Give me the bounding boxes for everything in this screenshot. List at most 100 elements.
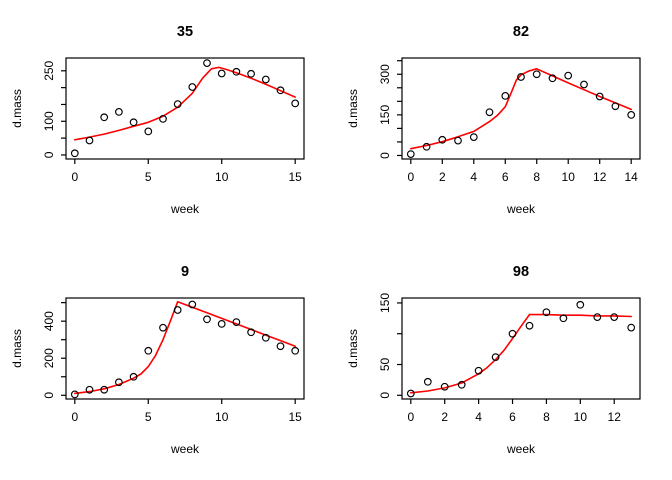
plot-title: 98 [513, 264, 529, 280]
plot-panel-top-left: 35 0 5 10 15 0 100 250 week d.mass [0, 0, 336, 240]
plot-panel-top-right: 82 0 2 4 6 8 10 12 14 0 150 300 week d.mass [336, 0, 672, 240]
x-tick-label: 6 [502, 170, 509, 184]
y-tick-label: 150 [378, 105, 392, 125]
data-point [115, 108, 123, 116]
data-point [159, 115, 167, 123]
data-point [593, 313, 602, 321]
data-point [144, 127, 153, 136]
data-point [491, 353, 500, 361]
x-axis-label: week [506, 442, 536, 456]
data-point [85, 385, 94, 394]
y-tick-label: 200 [42, 348, 56, 368]
data-point [173, 100, 182, 108]
x-tick-label: 4 [475, 410, 482, 424]
data-point [611, 102, 620, 111]
x-tick-label: 5 [145, 410, 152, 424]
data-point [291, 346, 300, 355]
data-point [517, 73, 525, 81]
data-point [291, 99, 300, 108]
data-point [627, 111, 636, 119]
x-tick-label: 10 [215, 170, 229, 184]
data-point [100, 385, 109, 394]
data-point [247, 69, 255, 78]
y-tick-label: 50 [378, 358, 392, 372]
y-tick-label: 0 [378, 152, 392, 159]
x-tick-label: 12 [608, 410, 622, 424]
plot-box [401, 297, 641, 400]
data-point [576, 300, 585, 309]
data-point [423, 377, 432, 386]
fit-line [410, 313, 633, 394]
x-tick-label: 15 [289, 410, 303, 424]
fit-line [74, 300, 297, 395]
y-tick-label: 100 [42, 111, 56, 131]
x-tick-label: 0 [407, 410, 414, 424]
data-point [457, 380, 466, 389]
x-tick-label: 4 [470, 170, 477, 184]
data-point [508, 329, 517, 338]
x-tick-label: 15 [289, 170, 303, 184]
data-point [203, 315, 211, 324]
y-tick-label: 0 [42, 392, 56, 399]
data-point [610, 313, 619, 321]
x-tick-label: 6 [509, 410, 516, 424]
data-point [85, 136, 94, 145]
x-tick-label: 14 [625, 170, 639, 184]
data-point [129, 118, 138, 127]
data-point [115, 378, 123, 387]
plot-title: 82 [513, 24, 529, 40]
x-tick-label: 2 [439, 170, 446, 184]
data-point [474, 366, 483, 375]
data-point [144, 346, 153, 355]
x-tick-label: 0 [71, 410, 78, 424]
y-axis-label: d.mass [10, 89, 24, 128]
plot-box [401, 57, 641, 160]
data-point [559, 314, 568, 323]
x-axis-label: week [170, 442, 200, 456]
data-point [627, 323, 636, 332]
y-axis-label: d.mass [346, 89, 360, 128]
data-point [173, 306, 182, 314]
data-point [261, 75, 270, 84]
x-tick-label: 10 [215, 410, 229, 424]
data-point [564, 71, 573, 80]
y-tick-label: 0 [42, 151, 56, 158]
data-point [70, 390, 79, 399]
y-tick-label: 400 [42, 311, 56, 331]
y-tick-label: 250 [42, 60, 56, 80]
plot-9: 9 0 5 10 15 0 200 400 week d.mass [10, 264, 305, 456]
data-point [542, 308, 551, 317]
data-point [100, 113, 109, 122]
data-point [217, 69, 226, 78]
plot-98: 98 0 2 4 6 8 10 12 0 50 150 week d.mass [346, 264, 641, 456]
data-point [232, 67, 241, 76]
data-point [276, 342, 285, 351]
x-tick-label: 0 [407, 170, 414, 184]
y-axis-label: d.mass [346, 329, 360, 368]
plot-panel-bottom-left: 9 0 5 10 15 0 200 400 week d.mass [0, 240, 336, 480]
plot-82: 82 0 2 4 6 8 10 12 14 0 150 300 week d.mass [346, 24, 641, 216]
data-point [70, 149, 79, 158]
data-point [188, 300, 197, 309]
data-point [159, 323, 167, 332]
data-point [548, 74, 557, 83]
data-point [440, 382, 449, 391]
data-point [532, 70, 541, 79]
plot-box [65, 57, 305, 160]
fit-line [74, 66, 297, 141]
plot-title: 35 [177, 24, 193, 40]
data-point [203, 59, 211, 67]
data-point [454, 136, 462, 145]
data-point [422, 142, 431, 151]
y-tick-label: 150 [378, 293, 392, 313]
x-tick-label: 10 [574, 410, 588, 424]
data-point [232, 318, 241, 326]
data-point [247, 328, 255, 337]
data-point [188, 83, 197, 91]
y-tick-label: 0 [378, 392, 392, 399]
data-point [406, 150, 415, 158]
data-point [595, 92, 604, 101]
data-point [501, 92, 510, 100]
plot-panel-bottom-right: 98 0 2 4 6 8 10 12 0 50 150 week d.mass [336, 240, 672, 480]
